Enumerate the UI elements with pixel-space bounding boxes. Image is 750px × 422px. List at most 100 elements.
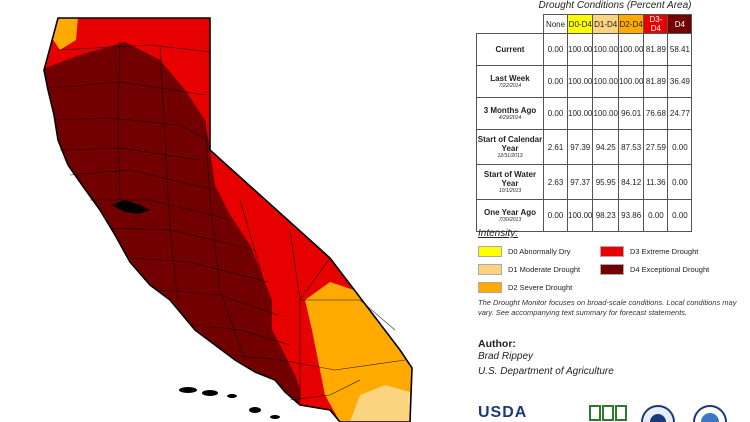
author-heading: Author: <box>478 338 516 350</box>
table-cell: 0.00 <box>667 129 693 165</box>
noaa-logo-icon <box>693 405 727 422</box>
legend-item: D3 Extreme Drought <box>600 246 698 257</box>
table-cell: 58.41 <box>667 33 693 66</box>
usda-logo: USDA <box>478 404 528 421</box>
row-label: Last Week 7/22/2014 <box>476 65 544 98</box>
row-label-text: Current <box>495 45 525 54</box>
column-header: D2-D4 <box>617 14 645 34</box>
table-cell: 87.53 <box>617 129 645 165</box>
table-cell: 0.00 <box>543 199 568 232</box>
row-date: 4/29/2014 <box>498 115 522 121</box>
table-cell: 2.63 <box>543 164 568 200</box>
table-cell: 84.12 <box>617 164 645 200</box>
table-header-row: None D0-D4 D1-D4 D2-D4 D3-D4 D4 <box>477 14 693 34</box>
table-cell: 0.00 <box>543 97 568 130</box>
row-label-text: Start of Water Year <box>483 170 537 188</box>
legend-swatch <box>600 246 624 257</box>
column-header: D1-D4 <box>592 14 619 34</box>
table-cell: 0.00 <box>667 164 693 200</box>
table-row: Start of Calendar Year 12/31/2013 2.61 97.3… <box>476 129 693 165</box>
table-cell: 100.00 <box>566 65 594 98</box>
row-label: 3 Months Ago 4/29/2014 <box>476 97 544 130</box>
table-row: Last Week 7/22/2014 0.00 100.00 100.00 100.00… <box>476 65 693 98</box>
legend-label: D1 Moderate Drought <box>508 265 581 274</box>
california-drought-map <box>43 17 413 422</box>
legend-label: D3 Extreme Drought <box>630 247 699 256</box>
table-cell: 100.00 <box>617 33 645 66</box>
table-corner <box>477 15 544 34</box>
table-cell: 100.00 <box>617 65 645 98</box>
table-row: Start of Water Year 10/1/2013 2.63 97.37 95.… <box>476 164 693 200</box>
legend-swatch <box>478 264 502 275</box>
table-cell: 93.86 <box>617 199 645 232</box>
table-cell: 98.23 <box>592 199 619 232</box>
table-cell: 0.00 <box>643 199 669 232</box>
san-francisco-bay <box>112 200 150 214</box>
table-cell: 0.00 <box>543 33 568 66</box>
row-label: Start of Calendar Year 12/31/2013 <box>476 129 544 165</box>
table-cell: 100.00 <box>592 65 619 98</box>
california-outline <box>43 17 413 422</box>
drought-conditions-table: None D0-D4 D1-D4 D2-D4 D3-D4 D4 Current 0.00 10… <box>476 14 693 232</box>
table-cell: 97.37 <box>566 164 594 200</box>
d4-exceptional-drought-area <box>44 42 300 405</box>
drought-monitor-note: The Drought Monitor focuses on broad-sca… <box>478 298 737 317</box>
legend-item: D0 Abnormally Dry <box>478 246 571 257</box>
row-label-text: One Year Ago <box>483 208 537 217</box>
table-row: 3 Months Ago 4/29/2014 0.00 100.00 100.00 96.… <box>476 97 693 130</box>
doc-seal-icon <box>641 405 675 422</box>
legend-swatch <box>600 264 624 275</box>
table-cell: 27.59 <box>643 129 669 165</box>
table-cell: 94.25 <box>592 129 619 165</box>
legend-item: D1 Moderate Drought <box>478 264 580 275</box>
table-title: Drought Conditions (Percent Area) <box>538 0 692 11</box>
county-boundaries <box>51 41 406 401</box>
table-cell: 81.89 <box>643 65 669 98</box>
d2-severe-drought-north <box>52 18 78 50</box>
author-name: Brad Rippey <box>478 351 534 362</box>
table-cell: 100.00 <box>566 199 594 232</box>
column-header: D3-D4 <box>643 14 669 34</box>
table-cell: 96.01 <box>617 97 645 130</box>
column-header: D0-D4 <box>566 14 594 34</box>
table-cell: 95.95 <box>592 164 619 200</box>
table-row: One Year Ago 7/30/2013 0.00 100.00 98.23 93.8… <box>476 199 693 232</box>
table-cell: 36.49 <box>667 65 693 98</box>
row-label: Current <box>476 33 544 66</box>
column-header: None <box>543 14 568 34</box>
channel-islands <box>179 387 280 419</box>
row-label: Start of Water Year 10/1/2013 <box>476 164 544 200</box>
d1-moderate-drought-area <box>350 385 410 422</box>
row-label-text: Start of Calendar Year <box>477 135 543 153</box>
ndmc-logo-icon <box>589 405 627 421</box>
table-cell: 76.68 <box>643 97 669 130</box>
legend-label: D0 Abnormally Dry <box>508 247 571 256</box>
table-cell: 100.00 <box>592 97 619 130</box>
row-date: 12/31/2013 <box>497 153 523 159</box>
table-cell: 0.00 <box>543 65 568 98</box>
table-cell: 2.61 <box>543 129 568 165</box>
table-cell: 100.00 <box>566 33 594 66</box>
row-date: 7/30/2013 <box>498 217 522 223</box>
column-header: D4 <box>667 14 693 34</box>
table-cell: 24.77 <box>667 97 693 130</box>
table-cell: 100.00 <box>566 97 594 130</box>
row-label-text: 3 Months Ago <box>483 106 537 115</box>
row-date: 10/1/2013 <box>498 188 522 194</box>
row-date: 7/22/2014 <box>498 83 522 89</box>
legend-item: D4 Exceptional Drought <box>600 264 709 275</box>
row-label-text: Last Week <box>490 74 530 83</box>
table-cell: 81.89 <box>643 33 669 66</box>
legend-heading: Intensity: <box>478 228 519 239</box>
row-label: One Year Ago 7/30/2013 <box>476 199 544 232</box>
legend-item: D2 Severe Drought <box>478 282 572 293</box>
legend-swatch <box>478 246 502 257</box>
author-organization: U.S. Department of Agriculture <box>478 366 614 377</box>
table-row: Current 0.00 100.00 100.00 100.00 81.89 58.41 <box>476 33 693 66</box>
legend-label: D4 Exceptional Drought <box>630 265 710 274</box>
table-cell: 0.00 <box>667 199 693 232</box>
legend-label: D2 Severe Drought <box>508 283 573 292</box>
table-cell: 11.36 <box>643 164 669 200</box>
legend-swatch <box>478 282 502 293</box>
table-cell: 97.39 <box>566 129 594 165</box>
